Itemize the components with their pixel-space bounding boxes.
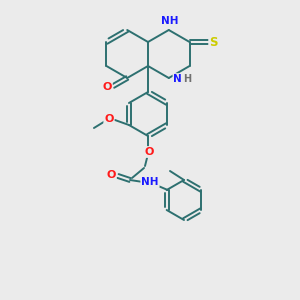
Text: S: S [209,35,218,49]
Text: O: O [104,114,114,124]
Text: O: O [103,82,112,92]
Text: O: O [106,170,116,180]
Text: H: H [183,74,191,84]
Text: O: O [144,147,154,157]
Text: NH: NH [141,177,159,187]
Text: NH: NH [161,16,178,26]
Text: N: N [173,74,182,84]
